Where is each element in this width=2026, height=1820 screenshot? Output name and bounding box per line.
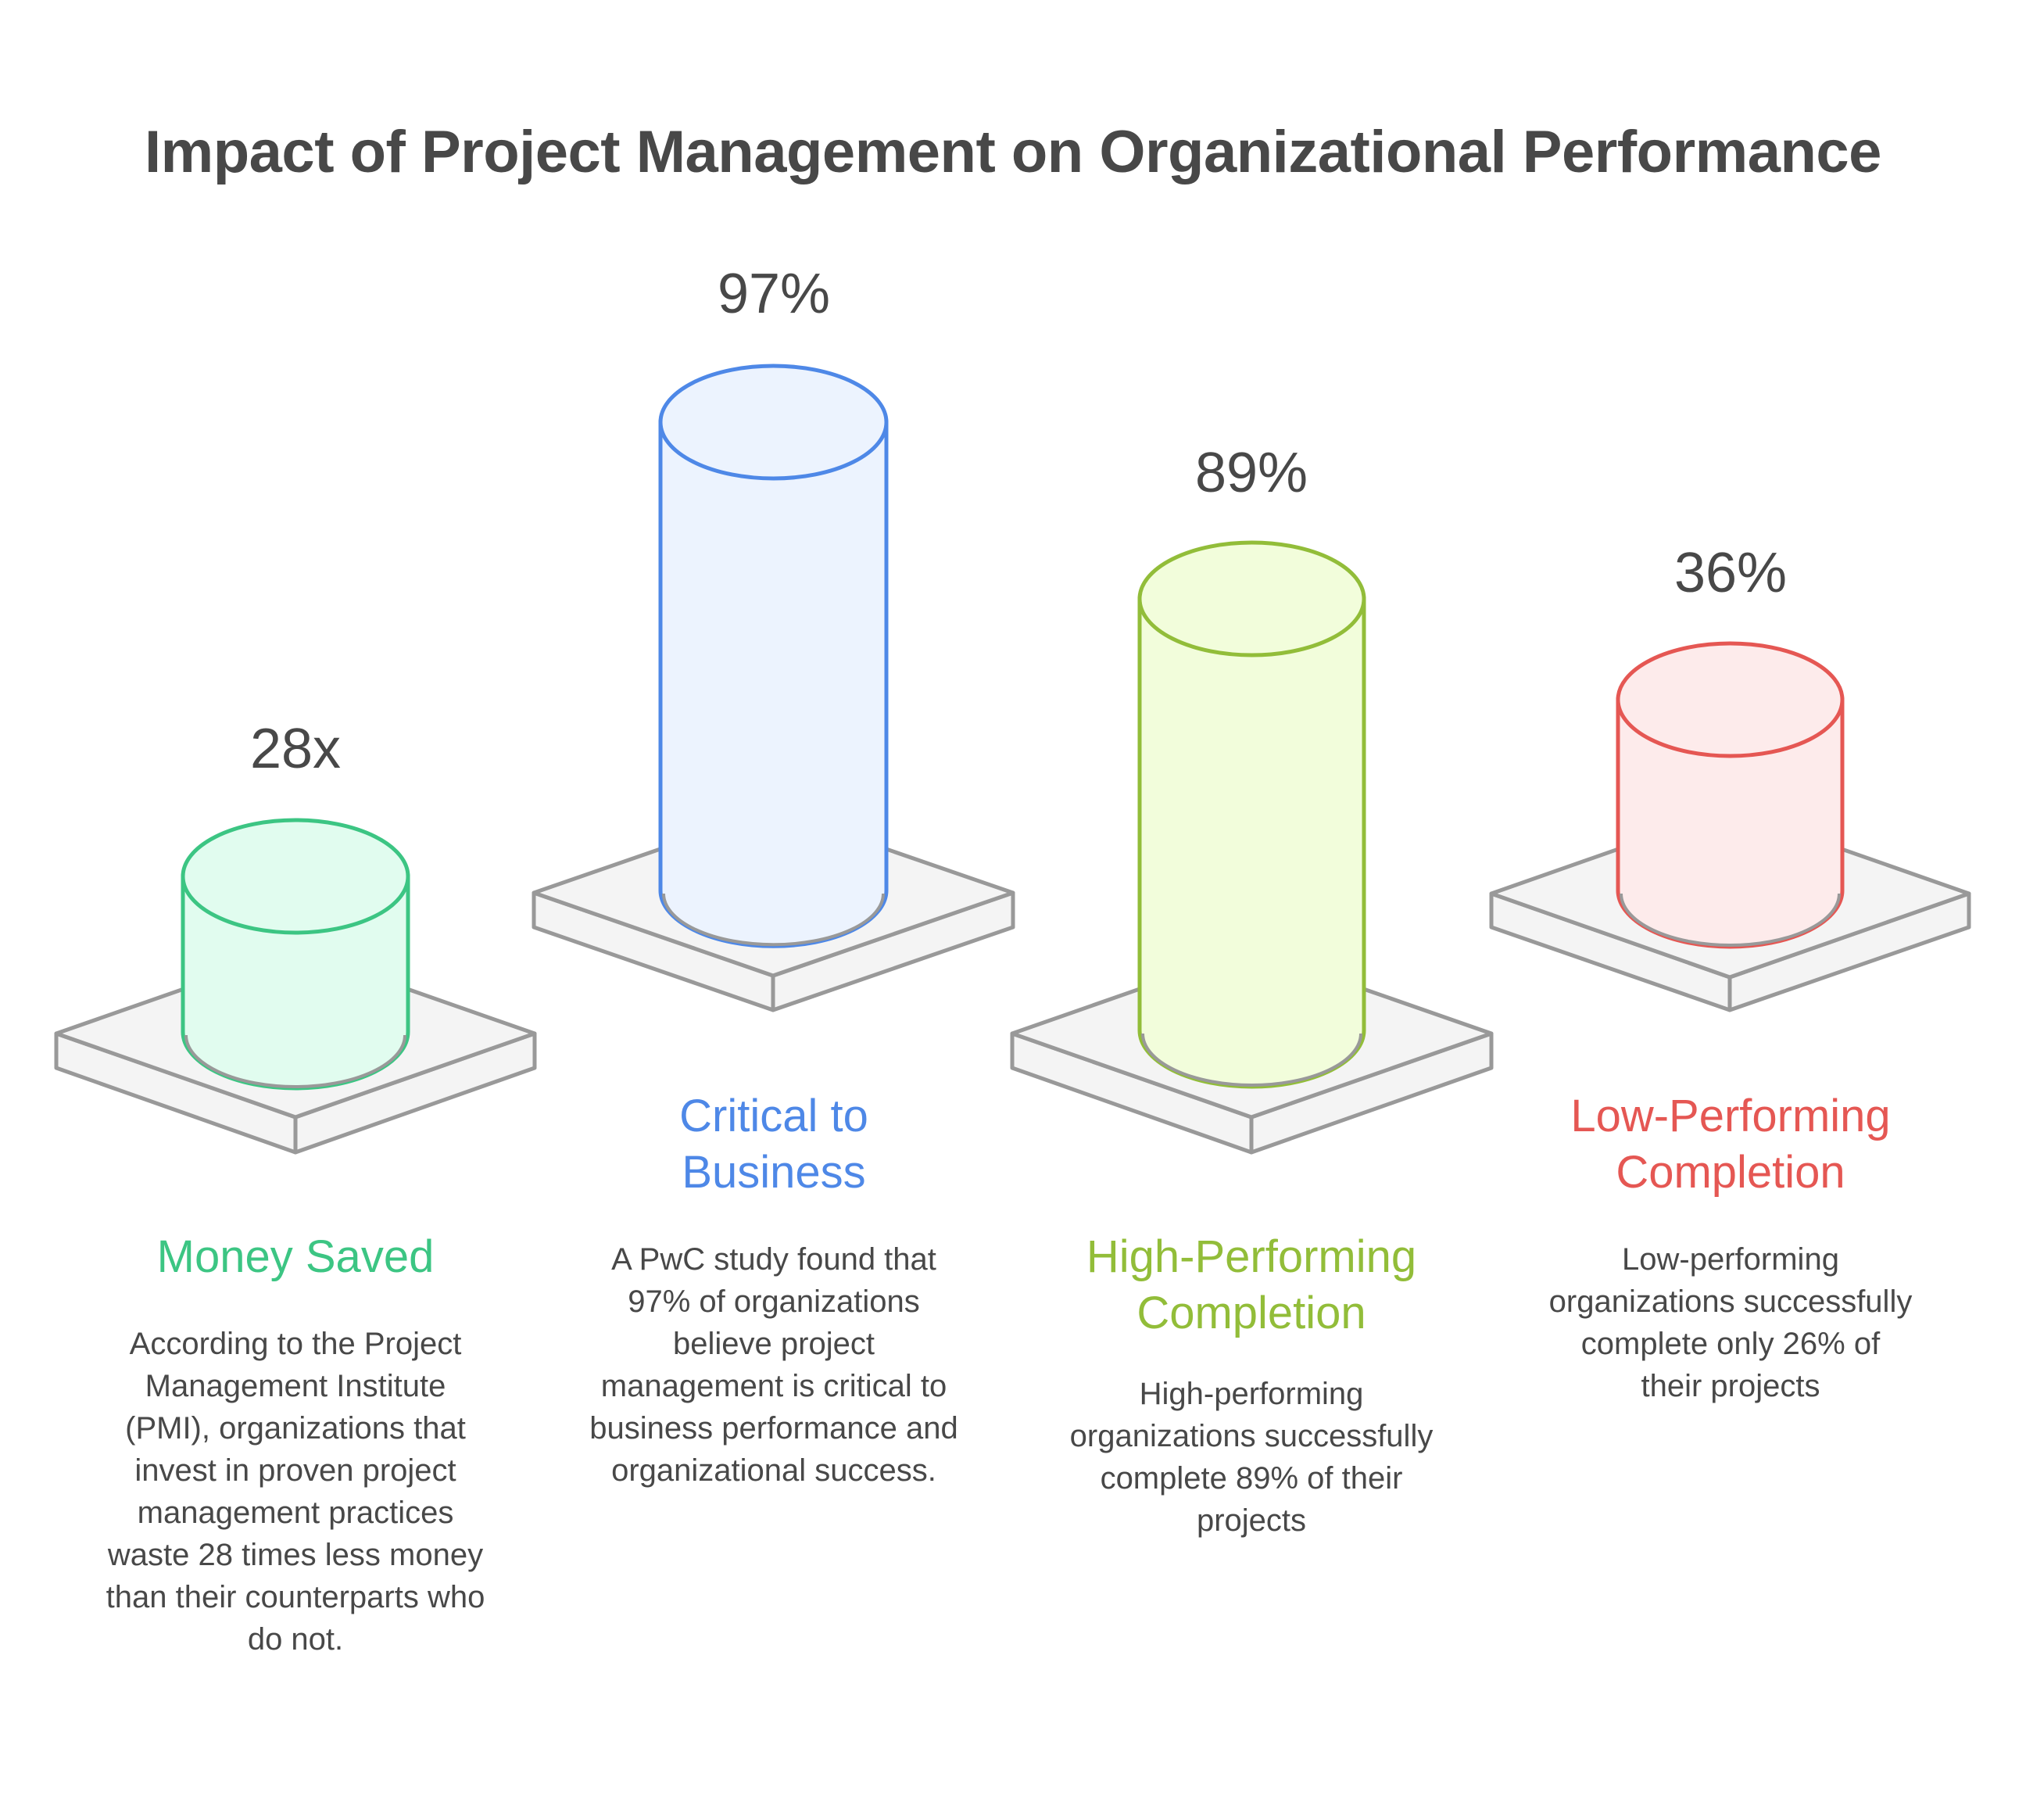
value-label-high-performing: 89% [1194, 442, 1308, 504]
description-high-performing: High-performing organizations successful… [1069, 1377, 1434, 1538]
cylinder-critical-to-business [658, 364, 889, 948]
cylinder-money-saved [181, 818, 410, 1091]
value-label-critical-to-business: 97% [717, 263, 831, 325]
page-title: Impact of Project Management on Organiza… [145, 119, 1881, 185]
cylinder-low-performing [1616, 641, 1845, 949]
cylinder-high-performing [1137, 540, 1366, 1089]
heading-critical-to-business: Critical to Business [679, 1091, 868, 1198]
value-label-money-saved: 28x [249, 718, 342, 780]
heading-high-performing: High-Performing Completion [1086, 1231, 1417, 1338]
heading-low-performing: Low-Performing Completion [1570, 1091, 1891, 1198]
description-money-saved: According to the Project Management Inst… [106, 1327, 485, 1657]
description-low-performing: Low-performing organizations successfull… [1548, 1242, 1913, 1403]
heading-money-saved: Money Saved [156, 1231, 435, 1282]
value-label-low-performing: 36% [1673, 542, 1788, 604]
description-critical-to-business: A PwC study found that 97% of organizati… [589, 1242, 958, 1488]
